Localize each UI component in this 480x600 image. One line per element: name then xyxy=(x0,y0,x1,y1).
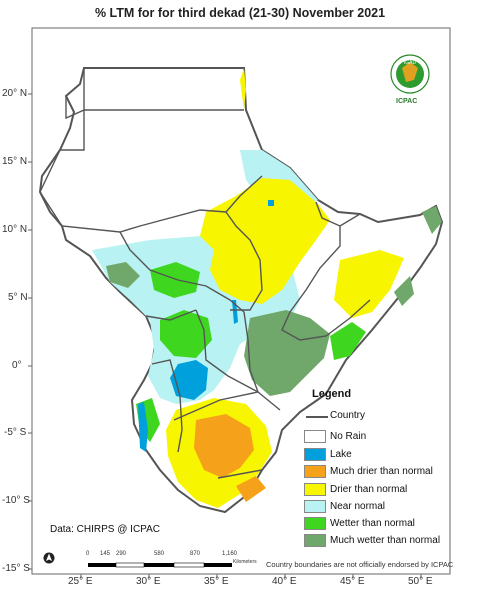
drier-zone-sudan xyxy=(240,68,246,110)
much-wetter-zone-westsudan xyxy=(106,262,140,288)
north-arrow-icon xyxy=(43,552,55,564)
drier-zone-ethiopia xyxy=(200,178,330,304)
icpac-logo-icon: IGAD xyxy=(390,54,430,94)
legend-swatch xyxy=(304,534,326,547)
legend-item-no-rain: No Rain xyxy=(304,430,464,445)
axis-ticks xyxy=(28,93,422,578)
legend-item-much-drier: Much drier than normal xyxy=(304,465,464,480)
legend-swatch xyxy=(304,483,326,496)
data-source: Data: CHIRPS @ ICPAC xyxy=(50,524,160,535)
drier-zone-somalia xyxy=(334,250,404,318)
scale-bar xyxy=(88,562,232,568)
legend-swatch xyxy=(304,448,326,461)
wetter-zone-somalia xyxy=(330,322,366,360)
legend-item-drier: Drier than normal xyxy=(304,483,464,498)
legend-label: Lake xyxy=(330,449,352,460)
country-line-icon xyxy=(306,416,328,418)
legend-label: Much wetter than normal xyxy=(330,535,441,546)
legend-item-country: Country xyxy=(304,409,464,424)
legend-swatch xyxy=(304,500,326,513)
much-wetter-zone-kenya xyxy=(244,310,330,396)
lat-label-15s: -15° S xyxy=(2,563,30,574)
scale-tick-290: 290 xyxy=(116,551,127,557)
legend-swatch xyxy=(304,430,326,443)
legend-item-wetter: Wetter than normal xyxy=(304,517,464,532)
scale-tick-870: 870 xyxy=(190,551,201,557)
lat-label-20n: 20° N xyxy=(2,88,28,99)
map-title: % LTM for for third dekad (21-30) Novemb… xyxy=(94,6,386,20)
legend-swatch xyxy=(304,465,326,478)
country-borders xyxy=(39,68,371,479)
wetter-zone-southsudan xyxy=(150,262,200,298)
lat-label-5s: -5° S xyxy=(4,427,27,438)
legend-label: Near normal xyxy=(330,501,386,512)
scale-tick-0: 0 xyxy=(86,551,90,557)
lake-tanganyika xyxy=(138,402,148,452)
legend-item-much-wetter: Much wetter than normal xyxy=(304,534,464,549)
lake-victoria xyxy=(170,360,208,400)
scale-unit: Kilometers xyxy=(233,559,257,565)
lon-label-40e: 40° E xyxy=(272,576,297,587)
lon-label-30e: 30° E xyxy=(136,576,161,587)
map-frame xyxy=(31,27,451,575)
lat-label-15n: 15° N xyxy=(2,156,28,167)
lat-label-10s: -10° S xyxy=(2,495,30,506)
lat-label-5n: 5° N xyxy=(8,292,28,303)
lon-label-35e: 35° E xyxy=(204,576,229,587)
scale-tick-1160: 1,160 xyxy=(222,551,238,557)
wetter-zone-uganda xyxy=(160,310,212,358)
much-wetter-zone-somalia xyxy=(394,276,414,306)
much-drier-zone-tanzania xyxy=(194,414,254,478)
legend-label: Much drier than normal xyxy=(330,466,433,477)
lon-label-50e: 50° E xyxy=(408,576,433,587)
much-drier-zone-south xyxy=(236,476,266,502)
disclaimer: Country boundaries are not officially en… xyxy=(266,560,454,569)
much-wetter-zone-horn xyxy=(422,206,442,234)
logo-label: ICPAC xyxy=(396,98,418,105)
lat-label-0: 0° xyxy=(12,360,22,371)
lat-label-10n: 10° N xyxy=(2,224,28,235)
legend-label: Country xyxy=(330,410,366,421)
scale-tick-580: 580 xyxy=(154,551,165,557)
lon-label-45e: 45° E xyxy=(340,576,365,587)
svg-text:IGAD: IGAD xyxy=(404,60,417,66)
legend-label: Wetter than normal xyxy=(330,518,415,529)
legend-item-near-normal: Near normal xyxy=(304,500,464,515)
lake-tana xyxy=(268,200,274,206)
lon-label-25e: 25° E xyxy=(68,576,93,587)
legend-swatch xyxy=(304,517,326,530)
legend-label: No Rain xyxy=(330,431,367,442)
legend-item-lake: Lake xyxy=(304,448,464,463)
legend-title: Legend xyxy=(312,388,352,400)
scale-tick-145: 145 xyxy=(100,551,111,557)
legend-label: Drier than normal xyxy=(330,484,408,495)
